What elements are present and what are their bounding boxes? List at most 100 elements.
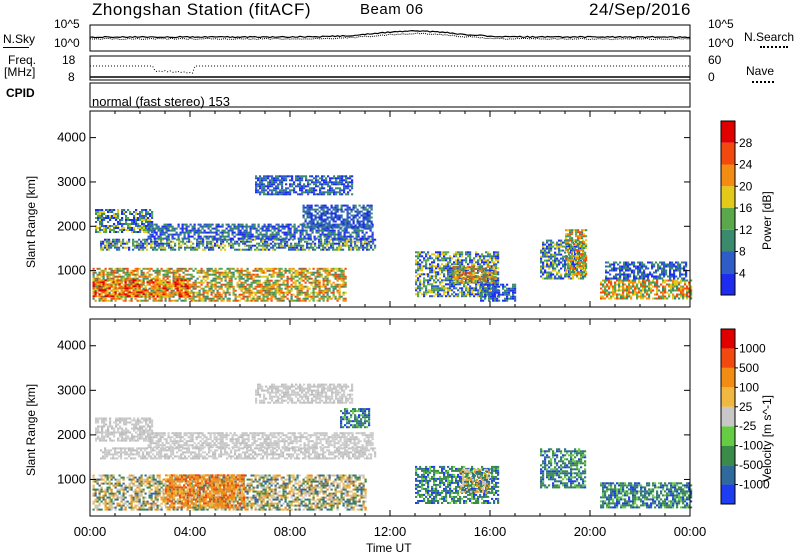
- power-cell: [302, 245, 304, 247]
- power-cell: [331, 286, 333, 288]
- power-cell: [457, 253, 459, 255]
- power-cell: [152, 230, 154, 232]
- power-cell: [310, 245, 312, 247]
- power-cell: [168, 247, 170, 249]
- power-cell: [546, 272, 548, 274]
- power-cell: [248, 249, 250, 251]
- power-cell: [261, 286, 263, 288]
- power-cell: [459, 251, 461, 253]
- power-cell: [415, 275, 417, 277]
- power-cell: [209, 282, 211, 284]
- power-cell: [287, 270, 289, 272]
- power-cell: [290, 245, 292, 247]
- power-cell: [186, 238, 188, 240]
- power-cell: [301, 300, 303, 302]
- power-cell: [195, 280, 197, 282]
- power-cell: [350, 243, 352, 245]
- power-cell: [447, 271, 449, 273]
- power-cell: [481, 266, 483, 268]
- power-cell: [335, 213, 337, 215]
- power-cell: [283, 270, 285, 272]
- power-cell: [115, 287, 117, 289]
- power-cell: [284, 241, 286, 243]
- power-cell: [337, 276, 339, 278]
- power-cell: [303, 270, 305, 272]
- power-cell: [332, 238, 334, 240]
- power-cell: [109, 211, 111, 213]
- power-cell: [283, 284, 285, 286]
- power-cell: [300, 234, 302, 236]
- power-cell: [147, 279, 149, 281]
- power-cell: [343, 225, 345, 227]
- power-cell: [323, 205, 325, 207]
- power-cell: [315, 175, 317, 177]
- power-cell: [111, 290, 113, 292]
- power-cell: [417, 265, 419, 267]
- power-cell: [105, 274, 107, 276]
- power-cell: [327, 284, 329, 286]
- power-cell: [333, 270, 335, 272]
- power-cell: [277, 276, 279, 278]
- power-cell: [202, 238, 204, 240]
- power-cell: [139, 215, 141, 217]
- power-cell: [172, 228, 174, 230]
- power-cell: [293, 294, 295, 296]
- power-cell: [126, 247, 128, 249]
- power-cell: [570, 244, 572, 246]
- power-cell: [371, 207, 373, 209]
- power-cell: [101, 298, 103, 300]
- power-cell: [141, 289, 143, 291]
- power-cell: [205, 292, 207, 294]
- power-cell: [184, 243, 186, 245]
- power-cell: [168, 236, 170, 238]
- power-cell: [158, 230, 160, 232]
- power-cell: [115, 268, 117, 270]
- power-cell: [319, 211, 321, 213]
- power-cell: [368, 249, 370, 251]
- power-cell: [459, 270, 461, 272]
- power-cell: [453, 268, 455, 270]
- power-cell: [291, 268, 293, 270]
- power-cell: [216, 234, 218, 236]
- power-cell: [165, 270, 167, 272]
- power-cell: [339, 286, 341, 288]
- power-cell: [558, 272, 560, 274]
- power-cell: [231, 284, 233, 286]
- power-cell: [287, 286, 289, 288]
- power-cell: [268, 249, 270, 251]
- power-cell: [168, 245, 170, 247]
- power-cell: [296, 247, 298, 249]
- power-cell: [467, 268, 469, 270]
- power-cell: [194, 230, 196, 232]
- power-cell: [232, 228, 234, 230]
- power-cell: [269, 270, 271, 272]
- power-cell: [419, 255, 421, 257]
- power-cell: [211, 300, 213, 302]
- power-cell: [314, 238, 316, 240]
- power-cell: [341, 280, 343, 282]
- power-cell: [194, 232, 196, 234]
- power-cell: [231, 272, 233, 274]
- power-cell: [427, 273, 429, 275]
- power-cell: [139, 295, 141, 297]
- power-cell: [473, 268, 475, 270]
- power-cell: [277, 193, 279, 195]
- power-cell: [493, 276, 495, 278]
- power-cell: [225, 276, 227, 278]
- power-cell: [127, 272, 129, 274]
- power-cell: [238, 232, 240, 234]
- power-cell: [230, 226, 232, 228]
- power-cell: [244, 232, 246, 234]
- power-cell: [297, 177, 299, 179]
- power-cell: [431, 275, 433, 277]
- power-cell: [93, 274, 95, 276]
- power-cell: [161, 291, 163, 293]
- power-cell: [185, 279, 187, 281]
- power-cell: [206, 241, 208, 243]
- power-cell: [425, 261, 427, 263]
- power-cell: [148, 230, 150, 232]
- power-cell: [318, 230, 320, 232]
- power-cell: [506, 296, 508, 298]
- power-cell: [263, 179, 265, 181]
- power-cell: [151, 293, 153, 295]
